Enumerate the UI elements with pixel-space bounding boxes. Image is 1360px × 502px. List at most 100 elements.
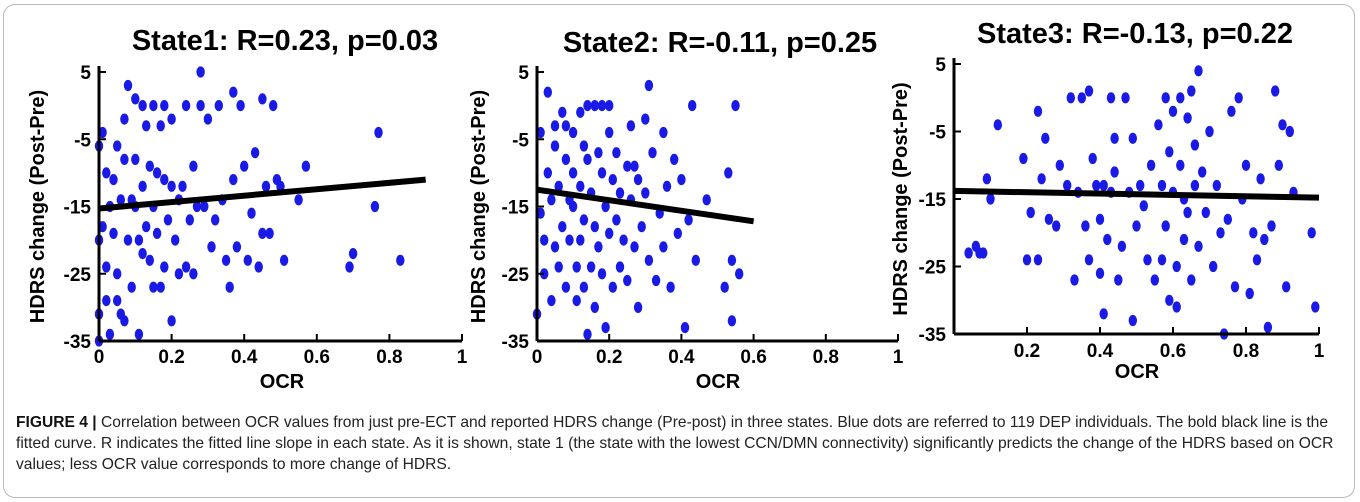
data-point [1033,105,1043,117]
data-point [160,174,169,186]
data-point [623,160,632,172]
data-point [1121,92,1130,104]
data-point [1183,206,1192,219]
data-point [123,234,133,246]
data-point [134,234,144,246]
data-point [102,167,111,179]
data-point [207,241,216,253]
data-point [691,254,700,266]
y-tick-label: -5 [512,130,529,151]
data-point [543,167,552,179]
chart-title: State2: R=-0.11, p=0.25 [563,27,877,59]
data-point [633,301,643,313]
data-point [258,227,267,239]
chart-title: State1: R=0.23, p=0.03 [132,25,438,57]
data-point [594,241,603,253]
x-tick-label: 0.6 [1160,341,1186,362]
data-point [630,160,639,172]
x-tick-label: 0.4 [668,347,695,368]
data-point [1055,159,1065,171]
data-point [1088,152,1097,165]
data-point [138,248,147,260]
data-point [1230,281,1240,293]
x-tick-label: 0.6 [304,347,330,368]
data-point [673,227,682,239]
data-point [964,247,973,259]
data-point [637,221,646,233]
data-point [1099,308,1108,320]
data-point [550,241,560,253]
data-point [590,100,599,112]
data-point [1311,301,1320,313]
data-point [1154,119,1163,131]
x-tick-label: 0.4 [1087,341,1114,362]
data-point [579,214,589,226]
data-point [612,147,621,159]
data-point [167,315,176,327]
data-point [594,147,603,159]
data-point [396,254,405,266]
y-tick-label: 5 [518,63,529,84]
data-point [203,113,213,125]
data-point [1110,132,1119,144]
data-point [1241,159,1251,171]
x-tick-label: 0.2 [158,347,184,368]
data-point [1070,274,1079,286]
data-point [149,100,158,112]
data-point [1128,314,1138,327]
data-point [540,268,549,280]
data-point [550,140,560,152]
y-tick-label: -35 [64,332,92,353]
panel-state1: State1: R=0.23, p=0.03 0 0.2 0.4 0.6 0.8 1 5 -5 -… [27,25,468,393]
y-tick-label: 5 [80,63,91,84]
data-point [174,268,184,280]
data-point [1063,179,1072,192]
data-point [720,281,729,293]
data-point [160,261,169,273]
data-point [1274,159,1284,171]
data-point [279,254,289,266]
data-point [1256,173,1265,185]
data-point [102,295,111,307]
data-point [670,153,679,165]
data-point [145,254,154,266]
data-point [576,234,585,246]
data-point [294,194,303,206]
data-point [109,174,118,186]
data-point [1110,166,1119,178]
data-point [120,315,129,327]
fitted-line [536,186,755,225]
data-point [1190,179,1200,192]
data-point [1139,200,1149,212]
figure-frame [3,4,1355,498]
data-point [601,322,610,334]
data-point [1307,227,1316,239]
data-point [1263,321,1273,333]
y-tick-label: -15 [502,198,530,219]
caption-text: Correlation between OCR values from just… [16,414,1334,473]
data-point [601,200,610,213]
data-point [1161,220,1170,232]
data-point [1099,179,1108,192]
data-point [1234,92,1243,104]
data-point [982,173,992,185]
y-axis-label: HDRS change (Post-Pre) [890,82,912,315]
data-point [123,79,133,92]
data-point [1165,146,1174,158]
data-point [1183,112,1192,124]
data-point [1168,105,1178,117]
x-tick-label: 0.8 [813,347,839,368]
data-point [1052,220,1061,232]
data-point [225,281,234,293]
data-point [979,247,988,259]
data-point [1176,92,1185,104]
data-point [1095,267,1105,279]
data-point [1132,220,1141,232]
data-point [200,200,209,213]
data-point [1161,92,1170,104]
data-point [608,174,617,186]
data-point [265,227,274,239]
data-point [276,180,285,192]
data-point [1022,254,1032,266]
data-point [1194,65,1203,77]
